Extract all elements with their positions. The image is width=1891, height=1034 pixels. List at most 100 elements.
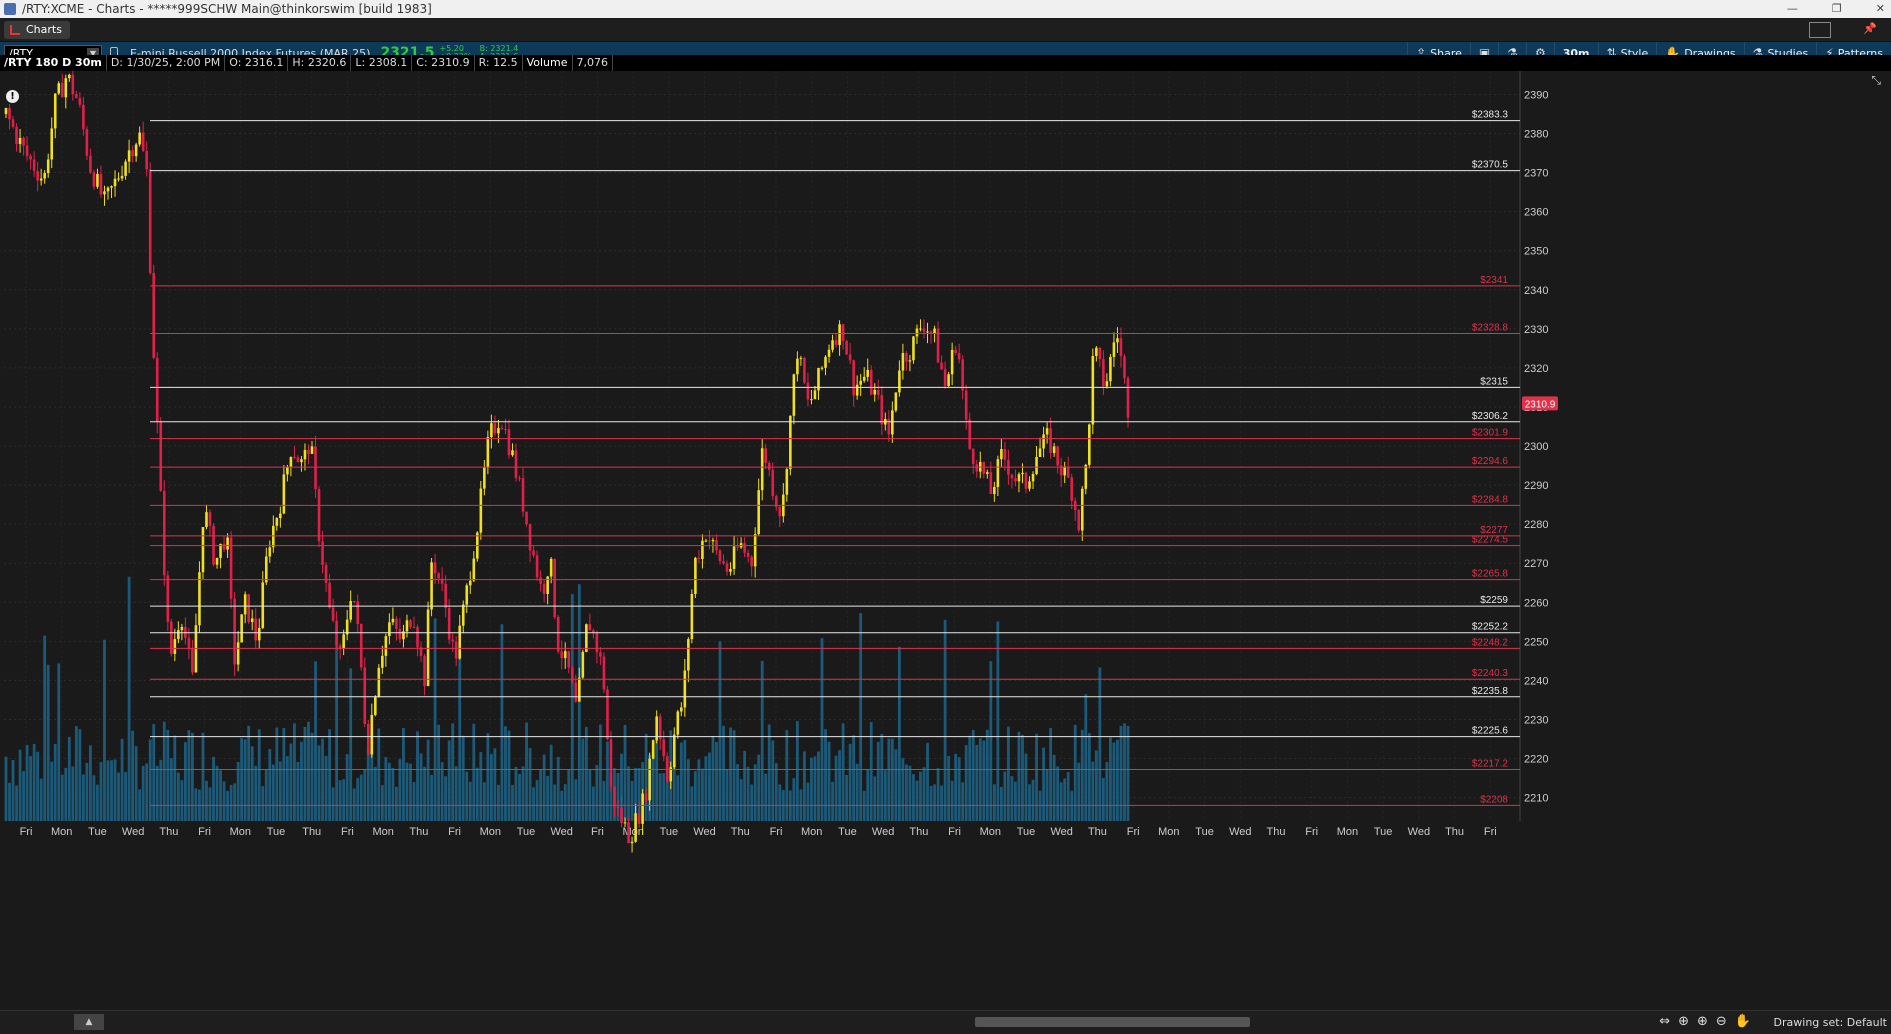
volume-bar [820, 638, 824, 821]
volume-bar [127, 576, 131, 821]
alert-icon[interactable]: ! [6, 90, 19, 103]
candle-body [905, 353, 908, 362]
volume-bar [686, 759, 690, 821]
candle-body [261, 582, 265, 628]
candle-body [986, 472, 989, 474]
candle-body [683, 670, 687, 708]
candle-body [180, 626, 184, 631]
volume-bar [148, 739, 152, 821]
level-label: $2225.6 [1472, 726, 1509, 737]
level-label: $2252.2 [1472, 622, 1509, 633]
candle-body [1112, 342, 1116, 357]
candle-body [623, 822, 627, 824]
volume-bar [356, 778, 360, 821]
candle-body [827, 349, 831, 357]
volume-bar [690, 786, 694, 821]
settings-button[interactable]: ⚙ [1525, 42, 1554, 64]
candle-body [859, 380, 862, 385]
x-tick-label: Fri [341, 826, 354, 838]
pin-icon[interactable]: 📌 [1863, 22, 1877, 35]
candle-body [64, 78, 68, 98]
candle-body [1088, 424, 1091, 465]
candle-body [936, 328, 940, 363]
volume-bar [810, 757, 813, 821]
candle-body [760, 448, 764, 491]
zoom-out-icon[interactable]: ⊖ [1715, 1014, 1727, 1029]
close-icon[interactable]: ✕ [1875, 2, 1885, 15]
candle-body [205, 512, 208, 528]
volume-bar [331, 787, 335, 821]
volume-bar [999, 786, 1003, 821]
volume-bar [349, 668, 353, 821]
level-label: $2208 [1480, 794, 1508, 805]
candle-body [912, 336, 915, 361]
volume-bar [257, 729, 261, 821]
level-label: $2277 [1480, 525, 1508, 536]
volume-bar [584, 727, 588, 821]
zoom-in-icon[interactable]: ⊕ [1697, 1014, 1708, 1029]
price-chart[interactable]: 2210 2220 2230 2240 2250 2260 2270 2280 2290 2300… [0, 71, 1891, 1010]
volume-bar [848, 743, 852, 821]
pan-icon[interactable]: ⇔ [1659, 1014, 1671, 1029]
restore-icon[interactable]: ❐ [1831, 2, 1842, 15]
candle-body [468, 580, 472, 586]
volume-bar [416, 731, 419, 821]
volume-bar [616, 773, 620, 821]
volume-bar [310, 732, 314, 821]
volume-bar [806, 782, 810, 821]
candle-body [535, 555, 539, 578]
volume-bar [300, 741, 303, 821]
volume-bar [936, 768, 940, 821]
x-tick-label: Tue [1374, 826, 1393, 838]
x-tick-label: Mon [622, 826, 643, 838]
volume-bar [85, 762, 89, 821]
volume-bar [282, 728, 286, 821]
flask-button[interactable]: ⚗ [1498, 42, 1526, 64]
hand-icon[interactable]: ✋ [1734, 1014, 1751, 1029]
screenshot-button[interactable]: ▣ [1469, 42, 1498, 64]
chart-name[interactable]: /RTY 180 D 30m [0, 55, 107, 71]
candle-body [697, 557, 701, 560]
volume-bar [556, 756, 560, 821]
candle-body [426, 609, 430, 687]
candle-body [1123, 356, 1126, 379]
volume-bar [722, 725, 725, 821]
crosshair-icon[interactable]: ⊕ [1678, 1014, 1689, 1029]
candle-body [922, 328, 926, 332]
candle-body [240, 614, 243, 643]
candle-body [898, 370, 901, 393]
candle-body [103, 191, 106, 195]
candle-body [398, 629, 402, 640]
candle-body [813, 390, 817, 400]
volume-bar [1077, 762, 1081, 821]
flask-icon: ⚗ [1752, 46, 1764, 60]
volume-bar [240, 738, 244, 821]
candle-body [250, 618, 254, 623]
candle-body [753, 534, 757, 567]
volume-bar [180, 780, 184, 821]
candle-body [11, 119, 15, 127]
x-tick-label: Fri [948, 826, 961, 838]
volume-bar [630, 780, 634, 821]
volume-bar [859, 613, 863, 821]
horizontal-scrollbar[interactable] [975, 1017, 1250, 1027]
volume-bar [25, 744, 29, 821]
candle-body [757, 490, 760, 535]
bar-close: C: 2310.9 [412, 55, 475, 71]
candle-body [78, 97, 82, 105]
tab-charts[interactable]: Charts [4, 21, 70, 39]
volume-bar [887, 738, 891, 821]
volume-bar [395, 786, 398, 821]
camera-icon: ▣ [1478, 46, 1491, 60]
drawing-set-label[interactable]: Drawing set: Default [1773, 1016, 1887, 1029]
minimize-icon[interactable]: — [1786, 2, 1798, 15]
level-label: $2284.8 [1472, 494, 1509, 505]
chevron-down-icon[interactable]: ▼ [87, 47, 99, 59]
collapse-button[interactable]: ▲ [74, 1014, 104, 1030]
candle-body [725, 563, 729, 572]
layout-icon[interactable] [1809, 22, 1831, 38]
volume-bar [1080, 729, 1084, 821]
volume-bar [567, 769, 571, 821]
expand-icon[interactable]: ⤡ [1871, 73, 1881, 87]
candle-body [120, 175, 124, 179]
